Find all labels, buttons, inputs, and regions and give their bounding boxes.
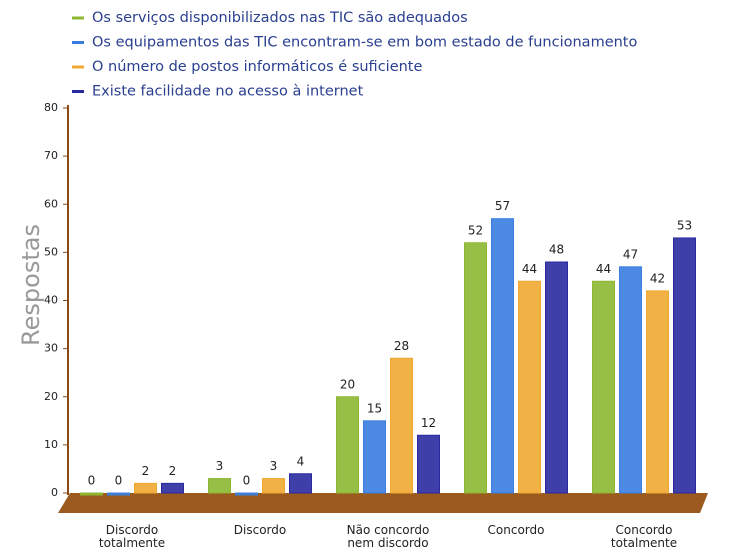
bar — [289, 473, 312, 494]
data-label: 20 — [340, 377, 355, 391]
data-label: 2 — [169, 464, 177, 478]
bar — [235, 492, 258, 496]
y-tick-label: 10 — [44, 438, 58, 451]
y-tick-label: 20 — [44, 390, 58, 403]
data-label: 12 — [421, 416, 436, 430]
floor — [58, 493, 708, 513]
y-tick-label: 50 — [44, 245, 58, 258]
y-tick-label: 80 — [44, 101, 58, 114]
data-label: 3 — [270, 459, 278, 473]
data-label: 52 — [468, 223, 483, 237]
bar — [592, 280, 615, 494]
legend-label: Existe facilidade no acesso à internet — [92, 84, 364, 100]
bar — [619, 266, 642, 494]
y-tick-label: 60 — [44, 197, 58, 210]
legend-label: Os equipamentos das TIC encontram-se em … — [92, 35, 637, 51]
y-tick-label: 0 — [51, 486, 58, 499]
x-tick-label: Concordo — [487, 523, 545, 537]
bar — [134, 482, 157, 494]
data-label: 28 — [394, 339, 409, 353]
data-label: 3 — [216, 459, 224, 473]
bar — [417, 434, 440, 494]
bar — [336, 396, 359, 494]
bar — [390, 357, 413, 494]
bar — [363, 420, 386, 494]
data-label: 2 — [142, 464, 150, 478]
data-label: 44 — [522, 262, 537, 276]
data-label: 4 — [297, 454, 305, 468]
bar — [262, 478, 285, 494]
y-tick-label: 40 — [44, 294, 58, 307]
bar — [545, 261, 568, 494]
x-tick-label: Concordo totalmente — [610, 523, 678, 550]
y-axis-label: Respostas — [17, 224, 45, 346]
data-label: 0 — [243, 474, 251, 488]
bar — [491, 218, 514, 494]
data-label: 53 — [677, 218, 692, 232]
y-tick-label: 30 — [44, 342, 58, 355]
y-tick-label: 70 — [44, 149, 58, 162]
legend-label: Os serviços disponibilizados nas TIC são… — [92, 10, 468, 26]
data-label: 15 — [367, 401, 382, 415]
bar — [673, 237, 696, 494]
data-label: 47 — [623, 247, 638, 261]
bar — [518, 280, 541, 494]
bar — [107, 492, 130, 496]
data-label: 0 — [88, 474, 96, 488]
bar — [80, 492, 103, 496]
x-tick-label: Discordo totalmente — [98, 523, 166, 550]
data-label: 44 — [596, 262, 611, 276]
x-tick-label: Discordo — [233, 523, 287, 537]
x-tick-label: Não concordo nem discordo — [346, 523, 430, 550]
bar — [161, 482, 184, 494]
bar — [464, 242, 487, 494]
bar — [646, 290, 669, 494]
bar — [208, 478, 231, 494]
legend-label: O número de postos informáticos é sufici… — [92, 59, 422, 75]
data-label: 42 — [650, 271, 665, 285]
data-label: 48 — [549, 243, 564, 257]
data-label: 57 — [495, 199, 510, 213]
data-label: 0 — [115, 474, 123, 488]
